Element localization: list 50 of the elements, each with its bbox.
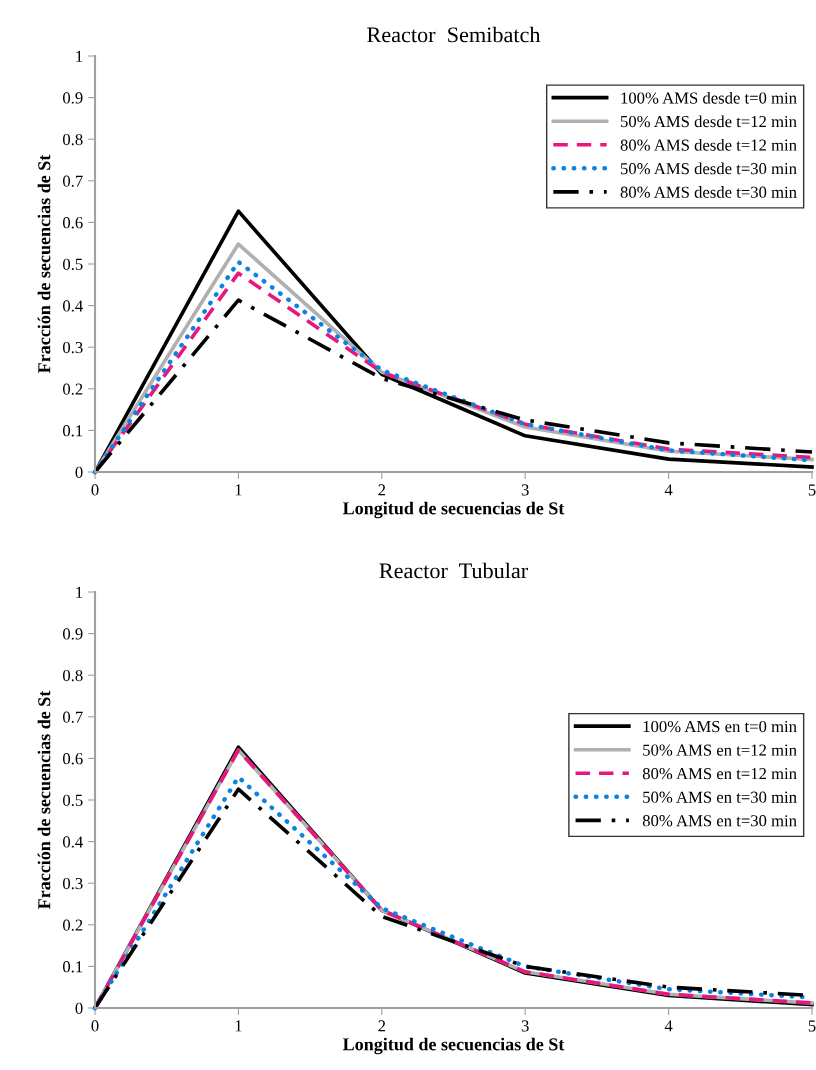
y-tick-label: 0.5: [63, 258, 83, 271]
chart-title: Reactor Semibatch: [367, 26, 541, 43]
legend-label: 80% AMS en t=30 min: [642, 815, 797, 827]
x-tick-label: 1: [235, 484, 242, 496]
x-tick-label: 5: [808, 1020, 816, 1032]
y-tick-label: 1: [76, 50, 83, 62]
chart-title: Reactor Tubular: [379, 562, 528, 579]
y-tick-label: 0: [75, 1002, 83, 1014]
legend-label: 80% AMS en t=12 min: [642, 768, 797, 780]
x-tick-label: 2: [378, 484, 386, 496]
y-tick-label: 0.3: [63, 877, 83, 890]
y-tick-label: 0: [75, 466, 83, 478]
legend-label: 50% AMS desde t=30 min: [620, 162, 797, 175]
x-tick-label: 3: [521, 1020, 529, 1032]
x-axis-title: Longitud de secuencias de St: [342, 501, 565, 519]
x-tick-label: 0: [91, 484, 99, 496]
x-tick-label: 3: [521, 484, 529, 496]
legend-label: 50% AMS en t=12 min: [643, 744, 797, 756]
y-tick-label: 0.1: [63, 425, 83, 437]
x-tick-label: 1: [235, 1020, 242, 1032]
legend-label: 100% AMS desde t=0 min: [621, 91, 797, 104]
y-tick-label: 0.8: [63, 669, 83, 682]
y-tick-label: 0.5: [63, 794, 83, 807]
x-tick-label: 5: [808, 484, 816, 496]
y-tick-label: 0.1: [63, 961, 83, 973]
x-tick-label: 0: [91, 1020, 99, 1032]
x-axis-title: Longitud de secuencias de St: [342, 1037, 565, 1055]
legend-label: 50% AMS desde t=12 min: [620, 115, 797, 128]
legend-label: 100% AMS en t=0 min: [643, 720, 797, 733]
y-tick-label: 1: [76, 586, 83, 598]
legend-label: 80% AMS desde t=30 min: [620, 186, 797, 198]
y-tick-label: 0.3: [63, 341, 83, 354]
y-axis-title: Fracción de secuencias de St: [37, 154, 51, 374]
y-tick-label: 0.9: [63, 92, 83, 104]
x-tick-label: 2: [378, 1020, 386, 1032]
y-tick-label: 0.2: [63, 383, 83, 395]
y-tick-label: 0.7: [63, 175, 83, 187]
y-tick-label: 0.6: [63, 753, 83, 765]
y-tick-label: 0.9: [63, 628, 83, 640]
y-tick-label: 0.4: [63, 300, 83, 312]
y-axis-title: Fracción de secuencias de St: [37, 690, 51, 910]
x-tick-label: 4: [664, 484, 673, 496]
y-tick-label: 0.2: [63, 919, 83, 931]
y-tick-label: 0.6: [63, 217, 83, 229]
legend-label: 80% AMS desde t=12 min: [620, 139, 797, 151]
y-tick-label: 0.7: [63, 711, 83, 723]
y-tick-label: 0.8: [63, 133, 83, 146]
y-tick-label: 0.4: [63, 836, 83, 848]
legend-label: 50% AMS en t=30 min: [643, 791, 797, 803]
x-tick-label: 4: [664, 1020, 673, 1032]
